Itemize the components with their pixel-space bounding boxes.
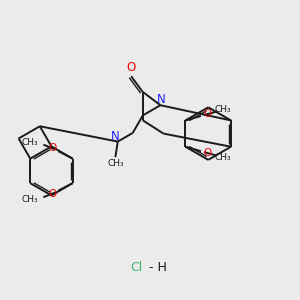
Text: Cl: Cl <box>130 262 143 275</box>
Text: CH₃: CH₃ <box>215 153 231 162</box>
Text: N: N <box>111 130 120 143</box>
Text: O: O <box>203 109 212 119</box>
Text: - H: - H <box>148 262 166 275</box>
Text: N: N <box>157 93 166 106</box>
Text: CH₃: CH₃ <box>21 195 38 204</box>
Text: CH₃: CH₃ <box>21 138 38 147</box>
Text: O: O <box>49 143 57 153</box>
Text: O: O <box>49 189 57 199</box>
Text: CH₃: CH₃ <box>215 105 231 114</box>
Text: O: O <box>203 148 212 158</box>
Text: O: O <box>127 61 136 74</box>
Text: CH₃: CH₃ <box>107 159 124 168</box>
